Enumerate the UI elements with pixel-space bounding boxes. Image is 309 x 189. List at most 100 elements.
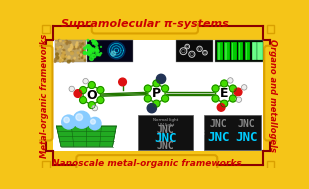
Circle shape [74,57,75,59]
Circle shape [162,85,169,92]
Circle shape [64,50,65,51]
FancyBboxPatch shape [246,43,247,60]
Text: Metal-organic frameworks: Metal-organic frameworks [40,34,49,158]
Circle shape [60,59,62,62]
Circle shape [88,102,95,108]
Circle shape [90,52,91,53]
FancyBboxPatch shape [42,161,50,169]
Circle shape [56,46,57,47]
Circle shape [86,45,90,48]
Circle shape [82,43,83,44]
FancyBboxPatch shape [218,43,220,60]
Circle shape [92,54,96,58]
Circle shape [151,88,162,99]
Circle shape [77,52,79,54]
Text: JNC: JNC [157,125,175,135]
FancyBboxPatch shape [176,40,214,62]
Text: JNC: JNC [208,131,230,144]
Circle shape [219,88,230,99]
Circle shape [74,90,82,97]
Circle shape [87,90,97,100]
Text: UV light: UV light [158,123,174,127]
FancyBboxPatch shape [217,42,223,60]
FancyBboxPatch shape [245,42,250,60]
Text: =: = [193,125,205,140]
Circle shape [54,60,56,62]
Circle shape [84,47,86,49]
Text: P: P [152,87,161,100]
Circle shape [153,100,160,107]
Circle shape [69,41,71,43]
Circle shape [89,117,101,130]
Circle shape [58,40,60,41]
Circle shape [87,52,89,55]
FancyBboxPatch shape [252,42,257,60]
Circle shape [63,52,65,54]
Text: JNC: JNC [238,119,255,129]
Circle shape [147,104,156,113]
Circle shape [66,56,67,57]
Circle shape [100,53,102,54]
Circle shape [69,48,71,51]
Circle shape [96,53,99,56]
Circle shape [70,46,73,48]
Circle shape [153,80,160,87]
Circle shape [95,49,96,50]
Circle shape [90,57,93,60]
Circle shape [61,55,64,58]
Circle shape [62,57,65,60]
Circle shape [96,46,98,49]
Text: Nanoscale metal-organic frameworks: Nanoscale metal-organic frameworks [52,159,242,168]
Circle shape [79,123,84,128]
Circle shape [56,56,59,59]
Circle shape [68,56,70,59]
Circle shape [63,54,65,56]
Text: Normal light: Normal light [153,119,178,122]
Circle shape [221,100,228,107]
Circle shape [88,54,89,55]
Circle shape [61,54,64,57]
Circle shape [70,60,71,61]
Circle shape [83,52,84,54]
Circle shape [62,115,76,129]
Circle shape [96,50,99,53]
Circle shape [82,55,83,57]
Circle shape [92,48,95,50]
Circle shape [90,48,93,51]
Circle shape [59,57,61,59]
Circle shape [64,117,69,123]
Circle shape [80,87,87,94]
Circle shape [60,46,62,48]
Circle shape [56,49,57,50]
Circle shape [66,43,68,45]
Circle shape [73,52,74,53]
FancyBboxPatch shape [253,43,254,60]
FancyBboxPatch shape [40,23,277,168]
Text: E: E [220,87,228,100]
Circle shape [83,55,86,58]
Circle shape [79,55,80,56]
FancyBboxPatch shape [138,115,193,150]
Circle shape [212,95,219,102]
Circle shape [156,74,166,84]
Circle shape [62,60,63,62]
Circle shape [87,51,89,53]
Circle shape [80,47,81,48]
Circle shape [68,49,71,51]
FancyBboxPatch shape [238,42,243,60]
FancyBboxPatch shape [55,40,86,62]
Circle shape [217,104,225,111]
Circle shape [97,87,104,94]
FancyBboxPatch shape [36,46,53,140]
Text: JNC: JNC [154,132,177,145]
Circle shape [89,48,91,51]
Circle shape [55,42,56,43]
Circle shape [144,95,151,102]
Circle shape [95,42,98,46]
Circle shape [91,119,95,124]
FancyBboxPatch shape [42,25,50,33]
Text: Organo and metallogels: Organo and metallogels [268,39,277,152]
Circle shape [80,54,82,56]
Circle shape [67,60,70,63]
Text: JNC: JNC [235,131,258,144]
